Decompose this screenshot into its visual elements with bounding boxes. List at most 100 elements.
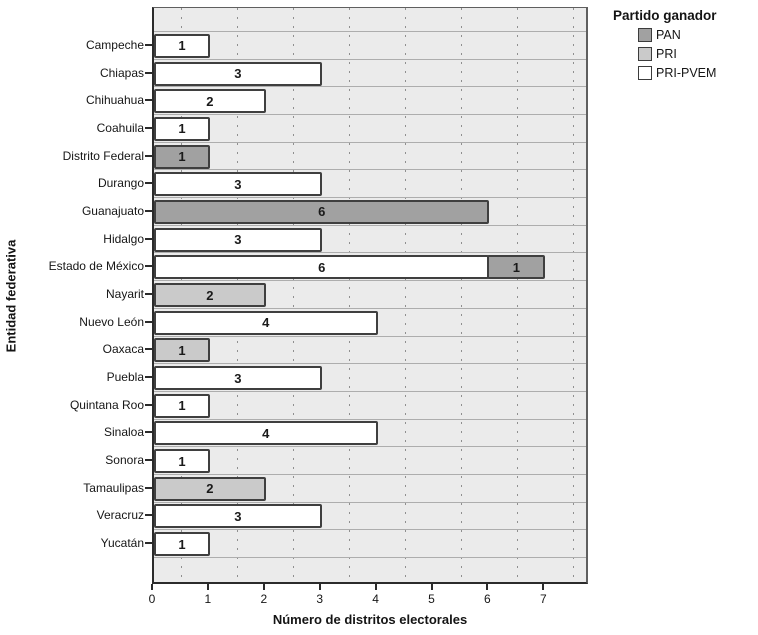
row-separator bbox=[154, 141, 586, 143]
legend-entry-pri: PRI bbox=[638, 47, 717, 61]
category-label-chihuahua: Chihuahua bbox=[85, 93, 144, 108]
x-tick-label-1: 1 bbox=[204, 592, 212, 606]
bar-segment-chiapas-pri-pvem: 3 bbox=[154, 61, 322, 86]
row-separator bbox=[154, 197, 586, 199]
legend-entry-pri-pvem: PRI-PVEM bbox=[638, 66, 717, 80]
row-separator bbox=[154, 557, 586, 558]
bar-segment-puebla-pri-pvem: 3 bbox=[154, 366, 322, 391]
category-tick bbox=[145, 542, 152, 545]
bar-value-label: 3 bbox=[234, 508, 242, 524]
row-separator bbox=[154, 31, 586, 32]
bar-value-label: 1 bbox=[178, 342, 186, 358]
row-separator bbox=[154, 473, 586, 475]
category-tick bbox=[145, 99, 152, 102]
legend: Partido ganador PAN PRI PRI-PVEM bbox=[613, 8, 717, 80]
x-tick-label-3: 3 bbox=[316, 592, 324, 606]
legend-title: Partido ganador bbox=[613, 8, 717, 23]
bar-segment-campeche-pri-pvem: 1 bbox=[154, 33, 210, 58]
category-label-puebla: Puebla bbox=[106, 370, 144, 385]
category-tick bbox=[145, 486, 152, 489]
category-label-chiapas: Chiapas bbox=[99, 65, 144, 80]
row-separator bbox=[154, 335, 586, 337]
x-tick-label-0: 0 bbox=[148, 592, 156, 606]
legend-entry-pan: PAN bbox=[638, 28, 717, 42]
vertical-gridline bbox=[460, 8, 462, 582]
category-tick bbox=[145, 293, 152, 295]
bar-segment-coahuila-pri-pvem: 1 bbox=[154, 116, 210, 141]
category-tick bbox=[145, 376, 152, 379]
x-tick-label-5: 5 bbox=[428, 592, 435, 606]
category-tick bbox=[145, 209, 152, 212]
row-separator bbox=[154, 529, 586, 531]
legend-swatch-pan bbox=[638, 28, 652, 42]
bar-segment-tamaulipas-pri: 2 bbox=[154, 476, 266, 501]
row-separator bbox=[154, 280, 586, 282]
bar-segment-durango-pri-pvem: 3 bbox=[154, 172, 322, 197]
legend-label: PAN bbox=[656, 28, 681, 42]
x-tick bbox=[542, 584, 545, 590]
category-label-distrito-federal: Distrito Federal bbox=[62, 148, 144, 163]
bar-segment-veracruz-pri-pvem: 3 bbox=[154, 504, 322, 529]
category-tick bbox=[145, 320, 152, 323]
row-separator bbox=[154, 252, 586, 254]
category-label-yucatán: Yucatán bbox=[100, 536, 144, 551]
bar-value-label: 3 bbox=[234, 176, 242, 192]
category-tick bbox=[145, 459, 152, 462]
vertical-gridline bbox=[349, 8, 351, 582]
x-tick bbox=[430, 584, 433, 590]
x-tick bbox=[151, 584, 153, 590]
bar-value-label: 1 bbox=[512, 259, 520, 275]
legend-label: PRI-PVEM bbox=[656, 66, 717, 80]
row-separator bbox=[154, 58, 586, 60]
bar-value-label: 1 bbox=[178, 121, 186, 137]
row-separator bbox=[154, 446, 586, 448]
category-label-durango: Durango bbox=[97, 176, 144, 191]
category-label-hidalgo: Hidalgo bbox=[103, 231, 144, 246]
category-label-quintana-roo: Quintana Roo bbox=[69, 397, 144, 412]
row-separator bbox=[154, 224, 586, 226]
category-tick bbox=[145, 514, 152, 517]
category-label-veracruz: Veracruz bbox=[96, 508, 144, 523]
category-tick bbox=[145, 182, 152, 185]
bar-value-label: 1 bbox=[178, 398, 186, 414]
bar-value-label: 2 bbox=[206, 287, 214, 303]
row-separator bbox=[154, 86, 586, 88]
bar-value-label: 2 bbox=[206, 481, 214, 497]
bar-segment-nuevo-león-pri-pvem: 4 bbox=[154, 310, 378, 335]
row-separator bbox=[154, 418, 586, 420]
legend-entries: PAN PRI PRI-PVEM bbox=[613, 28, 717, 80]
row-separator bbox=[154, 114, 586, 116]
bar-segment-estado-de-méxico-pri-pvem: 6 bbox=[154, 255, 490, 280]
bar-value-label: 3 bbox=[234, 370, 242, 386]
x-tick bbox=[206, 584, 209, 590]
category-tick bbox=[145, 431, 152, 434]
bar-value-label: 4 bbox=[262, 315, 270, 331]
legend-swatch-pri bbox=[638, 47, 652, 61]
bar-value-label: 3 bbox=[234, 66, 242, 82]
bar-segment-chihuahua-pri-pvem: 2 bbox=[154, 89, 266, 114]
vertical-gridline bbox=[405, 8, 407, 582]
legend-swatch-pri-pvem bbox=[638, 66, 652, 80]
bar-segment-sinaloa-pri-pvem: 4 bbox=[154, 421, 378, 446]
bar-value-label: 3 bbox=[234, 232, 242, 248]
x-tick-label-4: 4 bbox=[372, 592, 379, 606]
category-label-nuevo-león: Nuevo León bbox=[79, 314, 144, 329]
category-tick bbox=[145, 265, 152, 268]
row-separator bbox=[154, 307, 586, 309]
category-label-sonora: Sonora bbox=[105, 453, 144, 468]
x-tick bbox=[262, 584, 265, 590]
bar-value-label: 1 bbox=[178, 536, 186, 552]
y-axis-title: Entidad federativa bbox=[3, 239, 19, 353]
category-label-nayarit: Nayarit bbox=[105, 287, 144, 301]
bar-segment-quintana-roo-pri-pvem: 1 bbox=[154, 393, 210, 418]
x-tick bbox=[374, 584, 377, 590]
vertical-gridline bbox=[572, 8, 574, 582]
bar-segment-distrito-federal-pan: 1 bbox=[154, 144, 210, 169]
bar-value-label: 2 bbox=[206, 93, 214, 109]
category-tick bbox=[145, 403, 152, 406]
x-axis-title: Número de distritos electorales bbox=[272, 612, 468, 627]
category-tick bbox=[145, 71, 152, 74]
x-tick-label-6: 6 bbox=[484, 592, 491, 606]
category-label-oaxaca: Oaxaca bbox=[102, 342, 144, 357]
